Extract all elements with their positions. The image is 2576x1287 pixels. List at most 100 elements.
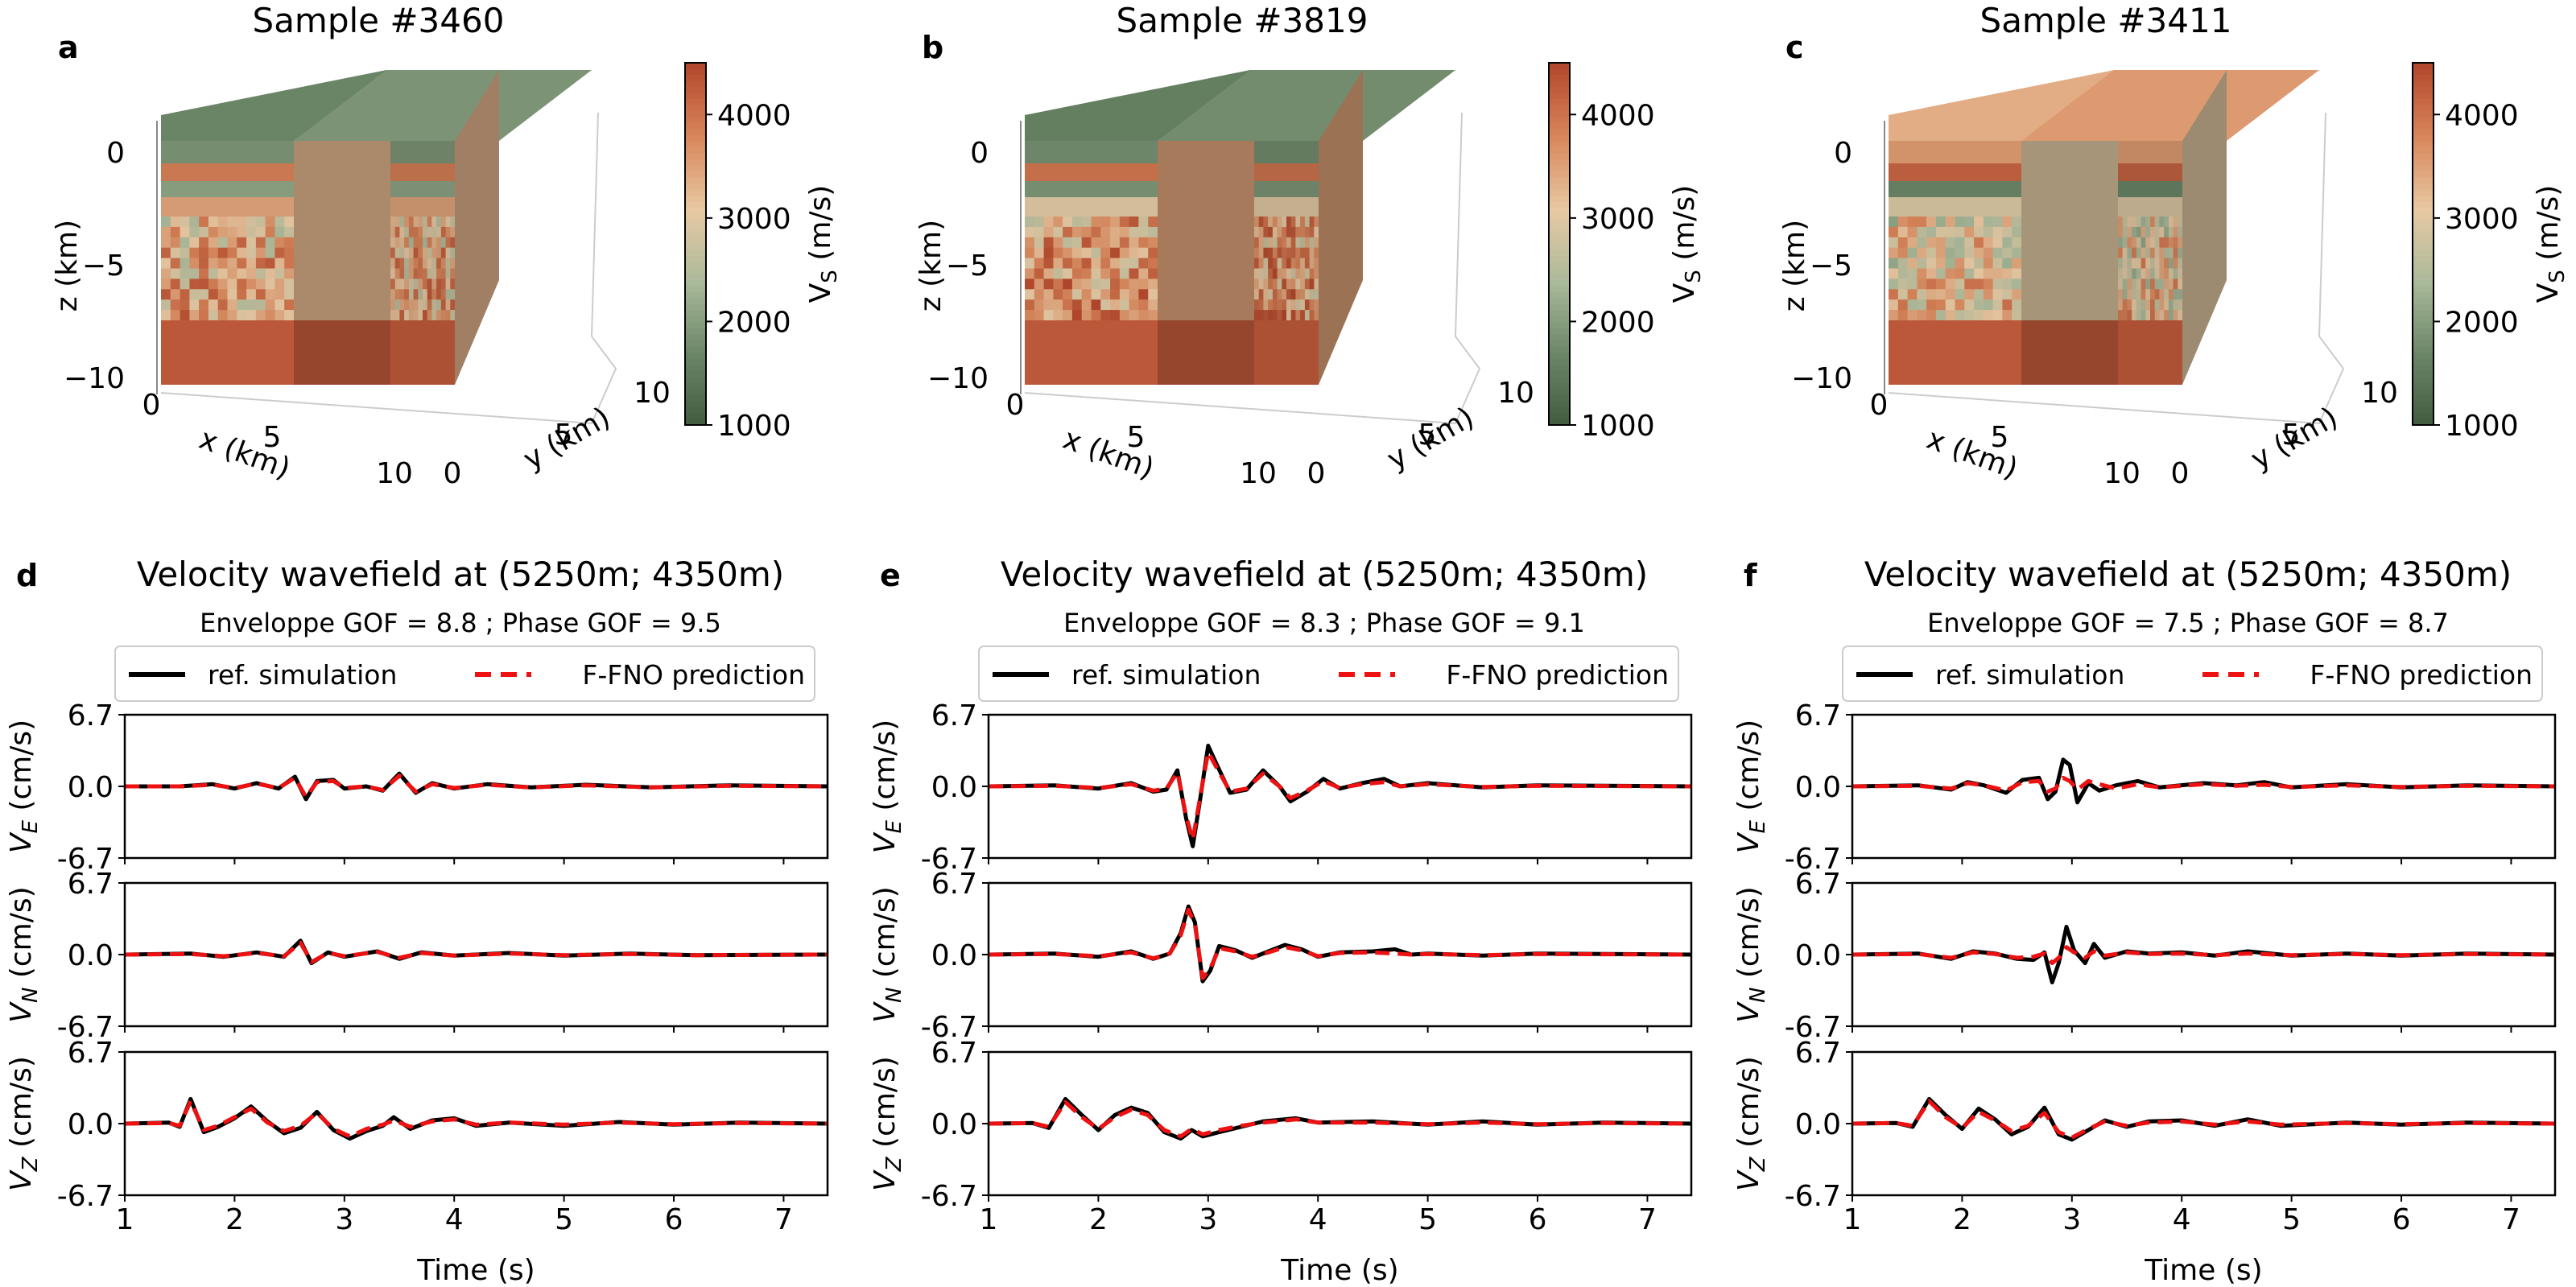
- body-cell: [2122, 237, 2128, 249]
- body-cell: [1081, 237, 1092, 249]
- colorbar-segment: [685, 346, 706, 353]
- layer-band: [1025, 163, 1158, 181]
- legend-ref-label: ref. simulation: [208, 659, 397, 691]
- colorbar-segment: [2413, 177, 2434, 184]
- body-cell: [2002, 310, 2013, 321]
- body-cell: [445, 237, 451, 249]
- body-cell: [1286, 289, 1292, 300]
- body-cell: [1110, 258, 1121, 270]
- body-cell: [2002, 247, 2013, 259]
- body-cell: [208, 299, 219, 311]
- colorbar-segment: [1549, 153, 1570, 160]
- body-cell: [1129, 289, 1139, 300]
- body-cell: [2012, 299, 2022, 311]
- body-cell: [2159, 310, 2165, 321]
- body-cell: [418, 226, 423, 238]
- body-cell: [2154, 217, 2160, 228]
- body-cell: [1138, 217, 1149, 228]
- body-cell: [237, 310, 247, 321]
- colorbar-segment: [2413, 244, 2434, 251]
- body-cell: [423, 217, 428, 228]
- body-cell: [208, 289, 219, 300]
- colorbar-segment: [1549, 208, 1570, 215]
- body-cell: [1053, 217, 1063, 228]
- colorbar-segment: [685, 123, 706, 130]
- y-label-v: V: [5, 831, 38, 853]
- body-cell: [208, 278, 219, 290]
- body-cell: [180, 217, 190, 228]
- body-cell: [1138, 237, 1149, 249]
- body-cell: [2150, 310, 2156, 321]
- body-cell: [1034, 217, 1045, 228]
- body-cell: [390, 289, 396, 300]
- body-cell: [199, 310, 209, 321]
- body-cell: [237, 237, 247, 249]
- colorbar-tick-label: 1000: [1581, 410, 1655, 443]
- body-cell: [418, 217, 423, 228]
- body-cell: [1974, 278, 1984, 290]
- body-cell: [246, 217, 257, 228]
- body-cell: [1043, 237, 1054, 249]
- body-cell: [1983, 247, 1994, 259]
- body-cell: [399, 258, 405, 270]
- colorbar-segment: [1549, 316, 1570, 324]
- body-cell: [189, 217, 200, 228]
- body-cell: [431, 268, 437, 279]
- z-axis-label: z (km): [1778, 220, 1811, 311]
- body-cell: [1907, 278, 1918, 290]
- body-cell: [217, 226, 229, 238]
- colorbar-segment: [685, 322, 706, 329]
- y-tick-label: 5: [1418, 419, 1437, 452]
- body-cell: [2178, 237, 2183, 249]
- body-cell: [1282, 226, 1287, 238]
- colorbar-segment: [1549, 389, 1570, 396]
- layer-band: [2118, 181, 2182, 197]
- body-cell: [2002, 299, 2013, 311]
- body-cell: [170, 299, 181, 311]
- body-cell: [227, 247, 237, 259]
- body-cell: [2145, 226, 2151, 238]
- body-cell: [1917, 258, 1927, 270]
- colorbar-segment: [2413, 322, 2434, 329]
- body-cell: [1258, 217, 1264, 228]
- body-cell: [1263, 247, 1269, 259]
- body-cell: [1889, 226, 1899, 238]
- colorbar-segment: [685, 117, 706, 124]
- body-cell: [423, 289, 428, 300]
- colorbar-segment: [1549, 232, 1570, 239]
- body-cell: [399, 247, 405, 259]
- body-cell: [1091, 226, 1101, 238]
- body-cell: [436, 268, 442, 279]
- colorbar-segment: [1549, 237, 1570, 245]
- body-cell: [2122, 217, 2128, 228]
- y-tick-label: 0: [1307, 457, 1326, 490]
- body-cell: [255, 217, 266, 228]
- body-cell: [1955, 310, 1965, 321]
- y-label-unit: (cm/s): [869, 720, 902, 820]
- colorbar-segment: [2413, 358, 2434, 365]
- x-tick-label: 10: [2103, 457, 2140, 490]
- body-cell: [2002, 278, 2013, 290]
- body-cell: [1081, 247, 1092, 259]
- body-cell: [255, 268, 266, 279]
- body-cell: [2159, 278, 2165, 290]
- body-cell: [1091, 310, 1101, 321]
- body-cell: [1964, 278, 1975, 290]
- body-cell: [1071, 237, 1083, 249]
- body-cell: [440, 268, 447, 279]
- body-cell: [1974, 258, 1984, 270]
- body-cell: [255, 299, 266, 311]
- body-cell: [1138, 310, 1149, 321]
- body-cell: [2132, 217, 2137, 228]
- body-cell: [2140, 289, 2146, 300]
- body-cell: [1119, 237, 1130, 249]
- y-tick-label: 6.7: [1795, 1037, 1841, 1070]
- colorbar-segment: [2413, 147, 2434, 155]
- body-cell: [2140, 217, 2146, 228]
- body-cell: [161, 289, 171, 300]
- body-cell: [1272, 289, 1278, 300]
- panel-title: Sample #3819: [1117, 1, 1368, 40]
- body-cell: [1907, 299, 1918, 311]
- body-cell: [1955, 299, 1965, 311]
- body-cell: [161, 247, 171, 259]
